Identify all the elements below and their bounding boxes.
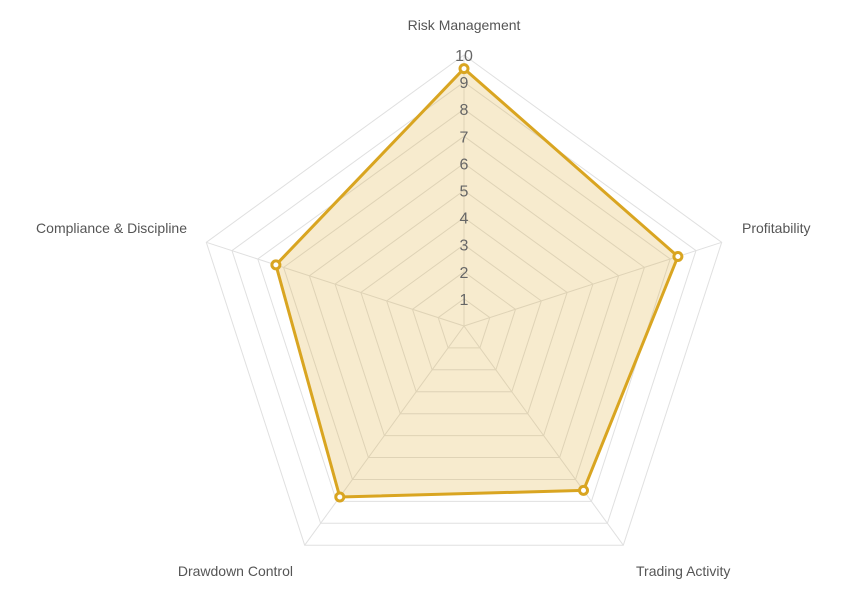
grid-spoke-4 (304, 325, 465, 546)
tick-label-8: 8 (460, 102, 469, 119)
axis-label-compliance-discipline: Compliance & Discipline (36, 220, 187, 236)
tick-label-3: 3 (460, 238, 469, 255)
data-point-4 (334, 491, 346, 503)
grid-ring-9 (231, 81, 697, 524)
grid-ring-7 (283, 135, 645, 480)
data-point-3 (578, 484, 589, 496)
grid-ring-1 (437, 298, 491, 349)
grid-ring-8 (257, 108, 671, 502)
tick-label-6: 6 (460, 156, 469, 173)
radar-series (270, 63, 684, 503)
grid-ring-2 (411, 271, 517, 371)
data-point-5 (270, 259, 282, 271)
tick-label-7: 7 (460, 129, 469, 146)
data-point-2 (672, 251, 684, 262)
data-point-1 (458, 63, 470, 75)
tick-label-2: 2 (460, 265, 469, 282)
series-area-1 (274, 67, 680, 499)
axis-label-profitability: Profitability (742, 220, 810, 236)
grid-spoke-5 (206, 241, 465, 327)
radar-tick-labels: 1 2 3 4 5 6 7 8 9 10 (455, 48, 473, 309)
grid-ring-6 (308, 162, 620, 458)
grid-spoke-3 (463, 325, 624, 546)
grid-ring-3 (386, 244, 542, 393)
tick-label-10: 10 (455, 48, 473, 65)
tick-label-5: 5 (460, 184, 469, 201)
tick-label-4: 4 (460, 211, 469, 228)
axis-label-trading-activity: Trading Activity (636, 563, 730, 579)
axis-label-risk-management: Risk Management (408, 17, 521, 33)
radar-axis-labels: Risk Management Profitability Trading Ac… (36, 17, 810, 579)
grid-ring-4 (360, 216, 568, 415)
tick-label-1: 1 (460, 292, 469, 309)
radar-grid (205, 54, 723, 546)
grid-ring-5 (334, 189, 594, 437)
axis-label-drawdown-control: Drawdown Control (178, 563, 293, 579)
grid-ring-10 (205, 54, 723, 546)
tick-label-9: 9 (460, 75, 469, 92)
